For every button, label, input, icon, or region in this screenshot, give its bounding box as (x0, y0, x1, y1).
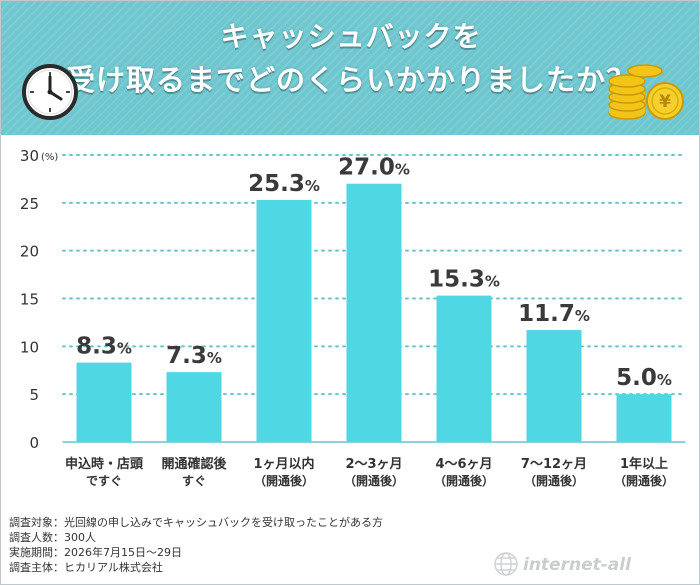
x-category-label: 申込時・店頭 (65, 456, 144, 472)
title-line-1: キャッシュバックを (220, 20, 482, 53)
survey-notes: 調査対象：光回線の申し込みでキャッシュバックを受け取ったことがある方 調査人数：… (9, 515, 383, 575)
clock-icon (22, 64, 78, 120)
x-category-label: 開通確認後 (161, 456, 227, 472)
brand-logo: internet-all (494, 552, 632, 576)
x-category-label: 2〜3ヶ月 (345, 457, 402, 472)
y-tick-label: 15 (20, 291, 39, 309)
bar-value-label: 8.3% (76, 334, 132, 360)
x-category-label: （開通後） (434, 473, 494, 488)
header-banner: キャッシュバックを 受け取るまでどのくらいかかりましたか？ (1, 1, 699, 135)
bar (346, 183, 402, 442)
x-category-label: （開通後） (344, 473, 404, 488)
survey-note-target: 調査対象：光回線の申し込みでキャッシュバックを受け取ったことがある方 (9, 516, 383, 529)
bar (256, 199, 312, 442)
survey-note-organizer: 調査主体：ヒカリアル株式会社 (9, 561, 163, 574)
bar (436, 295, 492, 442)
survey-note-count: 調査人数：300人 (9, 531, 96, 544)
bar-value-label: 11.7% (518, 301, 590, 327)
x-category-label: 1ヶ月以内 (253, 456, 314, 472)
globe-icon (494, 552, 518, 576)
bar-value-label: 25.3% (248, 171, 320, 197)
x-category-label: すぐ (182, 474, 206, 488)
x-category-label: ですぐ (86, 474, 122, 488)
y-tick-label: 5 (29, 386, 39, 404)
y-tick-label: 10 (20, 338, 39, 356)
bar (616, 394, 672, 442)
x-category-label: 4〜6ヶ月 (435, 457, 492, 472)
title-line-2: 受け取るまでどのくらいかかりましたか？ (65, 63, 636, 97)
x-category-label: 7〜12ヶ月 (521, 457, 587, 472)
x-category-label: （開通後） (524, 473, 584, 488)
x-category-label: （開通後） (254, 473, 314, 488)
x-category-label: （開通後） (614, 473, 674, 488)
coins-icon: ¥ (608, 64, 684, 120)
bar-value-label: 5.0% (616, 365, 672, 391)
x-category-label: 1年以上 (620, 456, 668, 472)
bar-value-label: 27.0% (338, 155, 410, 181)
y-tick-label: 0 (29, 434, 39, 452)
bar (526, 330, 582, 442)
bar (166, 372, 222, 442)
bar-value-label: 15.3% (428, 267, 500, 293)
y-tick-label: 20 (20, 243, 39, 261)
bar-value-label: 7.3% (166, 343, 222, 369)
y-tick-label: 25 (20, 195, 39, 213)
survey-note-period: 実施期間：2026年7月15日〜29日 (9, 546, 182, 559)
y-tick-label: 30 (20, 147, 39, 165)
svg-text:¥: ¥ (659, 92, 671, 112)
bar (76, 362, 132, 442)
brand-logo-text: internet-all (523, 555, 632, 575)
y-axis-unit: (%) (41, 152, 58, 163)
